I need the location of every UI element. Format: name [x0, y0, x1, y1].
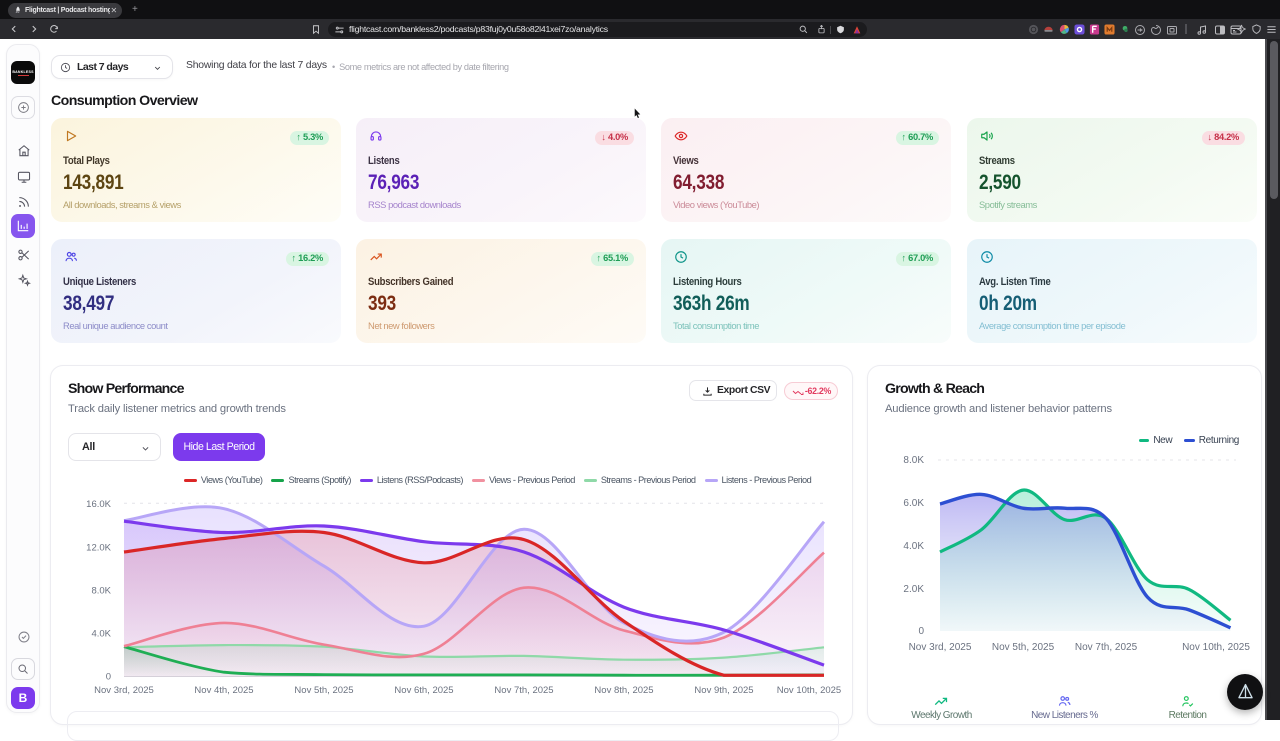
svg-text:Nov 5th, 2025: Nov 5th, 2025 — [992, 642, 1055, 653]
svg-text:Nov 10th, 2025: Nov 10th, 2025 — [1182, 642, 1250, 653]
svg-text:Nov 5th, 2025: Nov 5th, 2025 — [294, 685, 353, 696]
svg-text:0: 0 — [918, 626, 924, 637]
svg-text:16.0K: 16.0K — [86, 499, 111, 510]
svg-text:Nov 7th, 2025: Nov 7th, 2025 — [1075, 642, 1138, 653]
svg-text:0: 0 — [106, 672, 111, 683]
svg-text:Nov 3rd, 2025: Nov 3rd, 2025 — [94, 685, 154, 696]
svg-text:2.0K: 2.0K — [903, 584, 924, 595]
svg-text:6.0K: 6.0K — [903, 498, 924, 509]
svg-text:4.0K: 4.0K — [91, 629, 111, 640]
svg-text:Nov 6th, 2025: Nov 6th, 2025 — [394, 685, 453, 696]
svg-text:8.0K: 8.0K — [91, 586, 111, 597]
svg-text:4.0K: 4.0K — [903, 541, 924, 552]
svg-text:Nov 7th, 2025: Nov 7th, 2025 — [494, 685, 553, 696]
svg-text:12.0K: 12.0K — [86, 543, 111, 554]
svg-text:Nov 10th, 2025: Nov 10th, 2025 — [777, 685, 841, 696]
svg-text:Nov 3rd, 2025: Nov 3rd, 2025 — [909, 642, 972, 653]
svg-text:Nov 9th, 2025: Nov 9th, 2025 — [694, 685, 753, 696]
svg-text:Nov 4th, 2025: Nov 4th, 2025 — [194, 685, 253, 696]
svg-text:Nov 8th, 2025: Nov 8th, 2025 — [594, 685, 653, 696]
svg-text:8.0K: 8.0K — [903, 455, 924, 466]
